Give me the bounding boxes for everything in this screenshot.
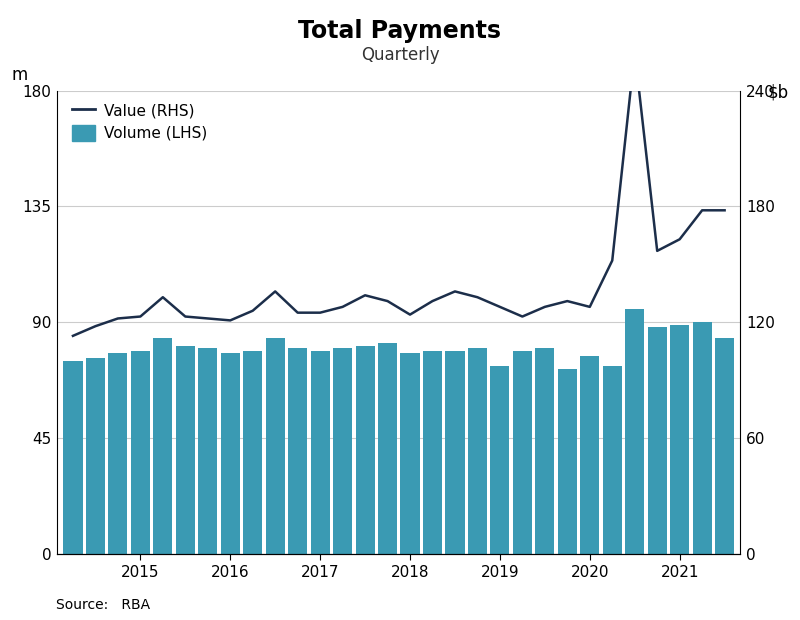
Bar [154, 338, 172, 554]
Bar [446, 351, 465, 554]
Bar [288, 348, 307, 554]
Bar [558, 369, 577, 554]
Bar [602, 366, 622, 554]
Bar [401, 353, 419, 554]
Bar [131, 351, 150, 554]
Y-axis label: m: m [11, 66, 28, 84]
Bar [63, 361, 82, 554]
Bar [535, 348, 554, 554]
Bar [693, 322, 712, 554]
Legend: Value (RHS), Volume (LHS): Value (RHS), Volume (LHS) [72, 103, 207, 141]
Bar [243, 351, 262, 554]
Bar [378, 343, 397, 554]
Bar [490, 366, 510, 554]
Bar [625, 309, 644, 554]
Text: Total Payments: Total Payments [298, 19, 502, 43]
Bar [266, 338, 285, 554]
Text: Quarterly: Quarterly [361, 46, 439, 64]
Bar [355, 345, 374, 554]
Bar [468, 348, 487, 554]
Bar [580, 356, 599, 554]
Bar [86, 358, 105, 554]
Bar [670, 325, 690, 554]
Bar [648, 327, 666, 554]
Bar [176, 345, 195, 554]
Bar [108, 353, 127, 554]
Bar [310, 351, 330, 554]
Bar [333, 348, 352, 554]
Bar [198, 348, 218, 554]
Text: Source:   RBA: Source: RBA [56, 598, 150, 612]
Bar [715, 338, 734, 554]
Bar [423, 351, 442, 554]
Y-axis label: $b: $b [767, 84, 789, 102]
Bar [513, 351, 532, 554]
Bar [221, 353, 240, 554]
